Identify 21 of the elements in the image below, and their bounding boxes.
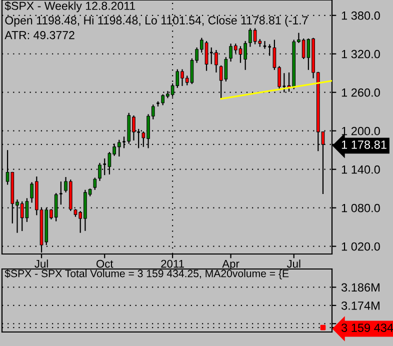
y-tick-label: 1 140.0 — [342, 165, 380, 174]
y-tick-label: 3.186M — [341, 283, 380, 292]
candlestick — [262, 40, 267, 50]
chart-title: $SPX - Weekly 12.8.2011 — [4, 1, 136, 12]
x-tick-label: Oct — [96, 260, 114, 268]
x-tick-label: Apr — [222, 260, 240, 270]
y-tick-label: 1 320.0 — [342, 50, 380, 58]
chart-title: $SPX - SPX Total Volume = 3 159 434.25, MA20volume = {E — [4, 269, 289, 280]
y-tick-label: 3 159 434 — [341, 324, 393, 332]
candlestick — [93, 177, 97, 190]
y-tick-label: 1 380.0 — [342, 11, 380, 20]
x-tick-label: Jul — [34, 260, 48, 268]
y-tick-label: 1 080.0 — [342, 204, 380, 212]
x-tick-label: 2011 — [161, 260, 184, 268]
annotation: ATR: 49.3772 — [4, 31, 74, 40]
x-tick-label: Jul — [286, 260, 300, 268]
text: Open 1198.48, Hi 1198.48, Lo 1101.54, Close 1178.81 (-1.7 — [5, 16, 308, 27]
y-tick-label: 1 178.81 — [342, 140, 386, 149]
y-tick-label: 3.174M — [341, 301, 380, 310]
y-tick-label: 1 260.0 — [342, 88, 380, 97]
y-tick-label: 1 020.0 — [342, 242, 380, 251]
